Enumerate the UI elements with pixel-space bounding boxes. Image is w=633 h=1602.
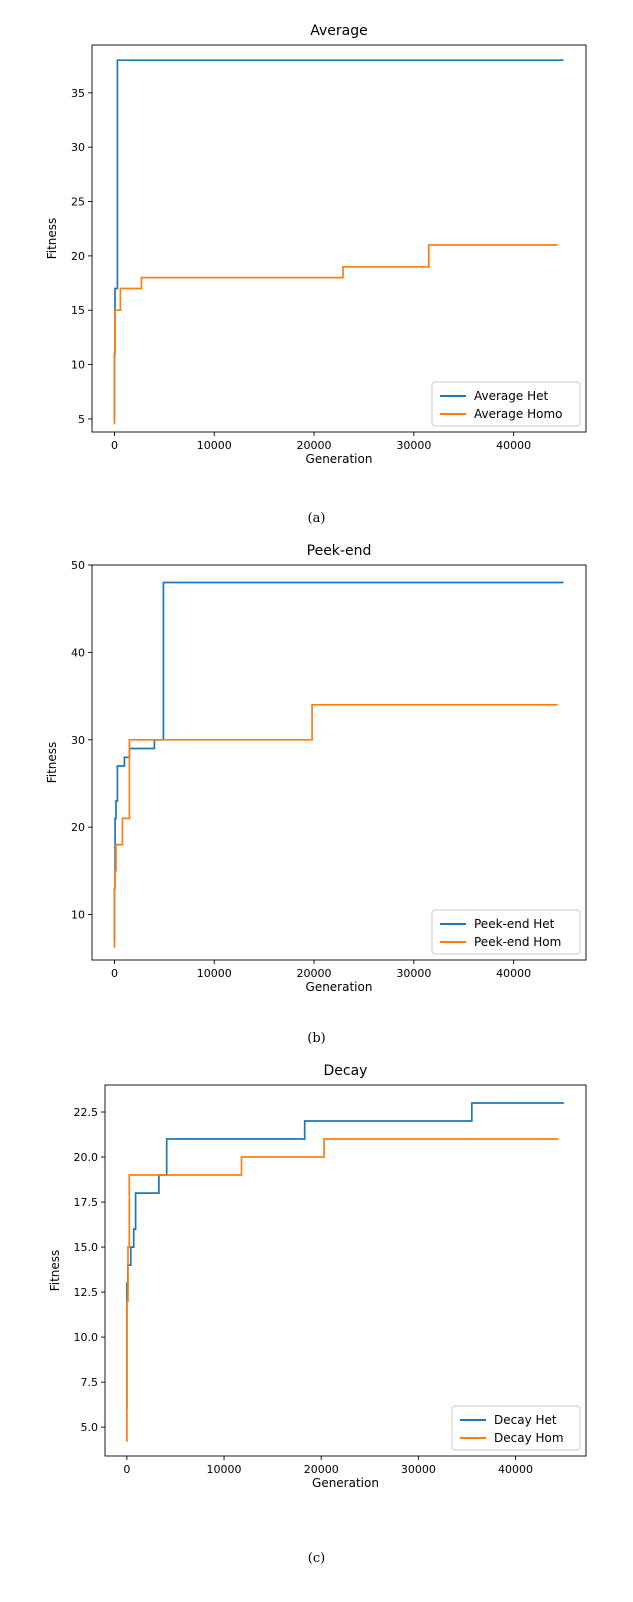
- y-axis-label: Fitness: [45, 742, 59, 784]
- axes-frame: [91, 564, 587, 961]
- y-tick-label: 15.0: [74, 1241, 99, 1254]
- series-line-1: [126, 1102, 565, 1410]
- x-tick-label: 10000: [207, 1463, 242, 1476]
- y-tick-label: 12.5: [74, 1286, 99, 1299]
- caption-b: (b): [307, 1031, 326, 1046]
- y-tick-label: 30: [71, 734, 85, 747]
- legend-label: Average Het: [474, 389, 548, 403]
- axes-frame: [91, 44, 587, 433]
- y-tick-label: 35: [71, 87, 85, 100]
- series-line-2: [113, 244, 558, 425]
- x-tick-label: 20000: [304, 1463, 339, 1476]
- y-tick-label: 10.0: [74, 1331, 99, 1344]
- y-axis-label: Fitness: [48, 1250, 62, 1292]
- x-tick-label: 30000: [396, 439, 431, 452]
- y-tick-label: 20: [71, 250, 85, 263]
- legend-label: Decay Hom: [494, 1431, 564, 1445]
- y-tick-label: 5: [78, 413, 85, 426]
- chart-title: Average: [310, 23, 368, 39]
- legend-label: Average Homo: [474, 407, 563, 421]
- x-tick-label: 0: [123, 1463, 130, 1476]
- x-tick-label: 30000: [401, 1463, 436, 1476]
- y-tick-label: 22.5: [74, 1106, 99, 1119]
- y-tick-label: 40: [71, 646, 85, 659]
- legend-box: [431, 381, 581, 427]
- y-tick-label: 50: [71, 559, 85, 572]
- chart-2: Peek-end 0 10000 20000 30000 40000 10 20 30 40 50 G…: [45, 543, 587, 994]
- x-tick-label: 0: [111, 439, 118, 452]
- x-tick-label: 20000: [297, 439, 332, 452]
- y-tick-label: 10: [71, 359, 85, 372]
- y-tick-label: 15: [71, 304, 85, 317]
- series-line-2: [126, 1138, 559, 1442]
- x-tick-label: 20000: [297, 967, 332, 980]
- legend-label: Peek-end Het: [474, 917, 555, 931]
- series-line-2: [113, 703, 558, 948]
- legend-label: Decay Het: [494, 1413, 557, 1427]
- y-axis-label: Fitness: [45, 218, 59, 260]
- x-tick-label: 40000: [496, 967, 531, 980]
- legend-label: Peek-end Hom: [474, 935, 561, 949]
- axes-frame: [104, 1084, 587, 1457]
- y-tick-label: 20: [71, 821, 85, 834]
- y-tick-label: 25: [71, 196, 85, 209]
- chart-3: Decay 0 10000 20000 30000 40000 5.0 7.5 10.0 12.5…: [48, 1063, 587, 1490]
- legend: Peek-end Het Peek-end Hom: [431, 909, 581, 955]
- caption-c: (c): [307, 1551, 326, 1566]
- chart-title: Decay: [324, 1063, 368, 1079]
- chart-1: Average 0 10000 20000 30000 40000 5 10 15 20 25 30 3…: [45, 23, 587, 466]
- y-tick-label: 5.0: [81, 1421, 99, 1434]
- x-tick-label: 30000: [396, 967, 431, 980]
- y-tick-label: 10: [71, 909, 85, 922]
- y-tick-label: 20.0: [74, 1151, 99, 1164]
- caption-a: (a): [307, 511, 326, 526]
- x-tick-label: 40000: [498, 1463, 533, 1476]
- y-tick-label: 7.5: [81, 1376, 99, 1389]
- chart-title: Peek-end: [307, 543, 372, 559]
- series-line-1: [113, 59, 564, 419]
- x-tick-label: 0: [111, 967, 118, 980]
- x-tick-label: 40000: [496, 439, 531, 452]
- series-line-1: [113, 581, 564, 941]
- legend-box: [431, 909, 581, 955]
- legend: Average Het Average Homo: [431, 381, 581, 427]
- legend: Decay Het Decay Hom: [451, 1405, 581, 1451]
- x-axis-label: Generation: [306, 980, 373, 994]
- x-axis-label: Generation: [306, 452, 373, 466]
- y-tick-label: 30: [71, 141, 85, 154]
- x-axis-label: Generation: [312, 1476, 379, 1490]
- x-tick-label: 10000: [197, 439, 232, 452]
- x-tick-label: 10000: [197, 967, 232, 980]
- y-tick-label: 17.5: [74, 1196, 99, 1209]
